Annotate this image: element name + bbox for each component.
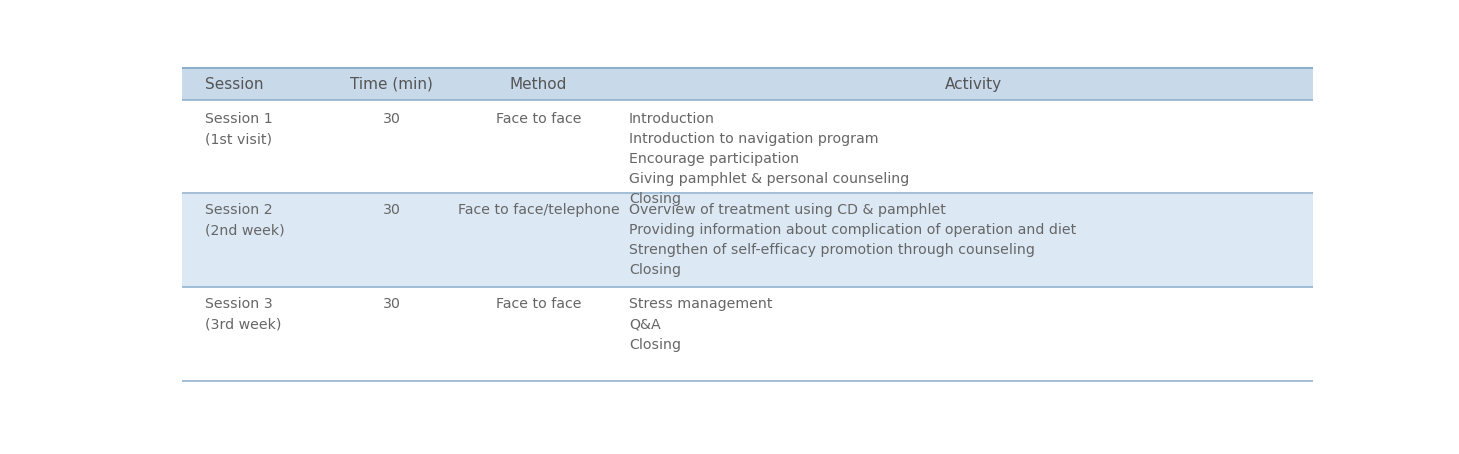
Text: Session: Session [204,77,264,92]
Bar [182,69,1313,100]
Bar [182,104,1313,192]
Text: Time (min): Time (min) [350,77,433,92]
Bar [182,194,1313,287]
Text: 30: 30 [382,112,401,126]
Text: Face to face/telephone: Face to face/telephone [458,203,620,217]
Text: 30: 30 [382,203,401,217]
Text: Face to face: Face to face [496,112,581,126]
Text: Introduction
Introduction to navigation program
Encourage participation
Giving p: Introduction Introduction to navigation … [629,112,909,207]
Text: Session 3
(3rd week): Session 3 (3rd week) [204,297,282,331]
Text: Stress management
Q&A
Closing: Stress management Q&A Closing [629,297,772,351]
Text: Session 2
(2nd week): Session 2 (2nd week) [204,203,285,237]
Text: Method: Method [509,77,568,92]
Text: Session 1
(1st visit): Session 1 (1st visit) [204,112,273,146]
Bar [182,289,1313,381]
Text: 30: 30 [382,297,401,311]
Text: Face to face: Face to face [496,297,581,311]
Text: Overview of treatment using CD & pamphlet
Providing information about complicati: Overview of treatment using CD & pamphle… [629,203,1077,277]
Text: Activity: Activity [945,77,1002,92]
